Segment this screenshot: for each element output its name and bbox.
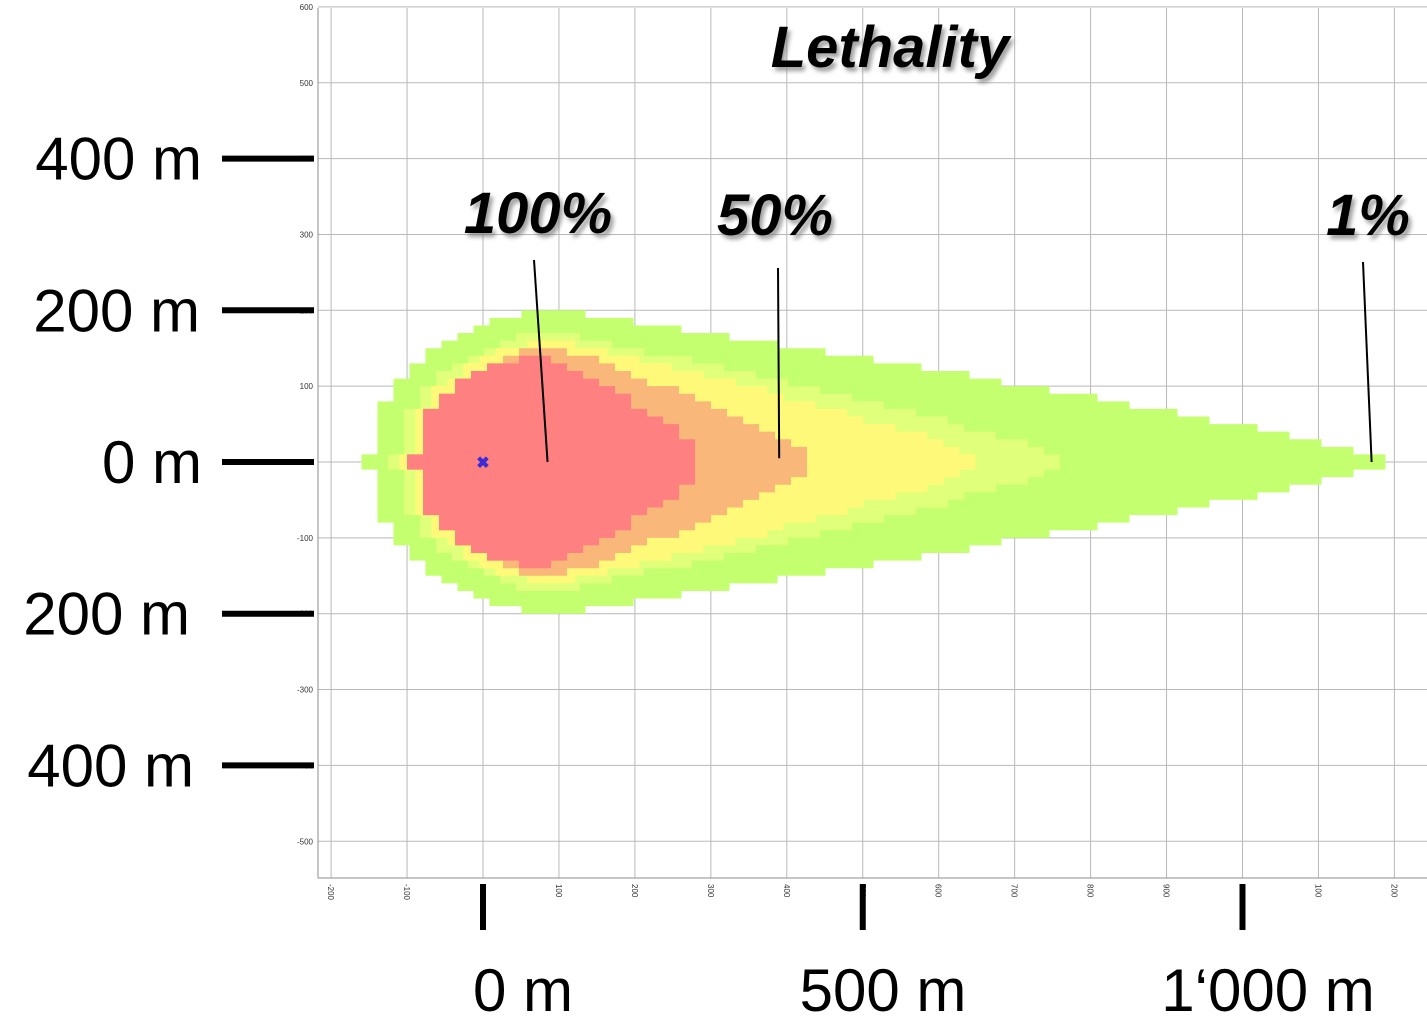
x-tick-label: 200 xyxy=(1389,884,1398,898)
axes xyxy=(317,8,1427,879)
x-scale-label: 0 m xyxy=(473,957,573,1018)
lethality-annotations: 100% 50% 1% xyxy=(464,181,1410,463)
y-tick-label: 100 xyxy=(300,382,314,391)
annotation-label: 100% xyxy=(464,181,612,246)
annotation-leader-line xyxy=(777,267,781,459)
y-tick-label: 500 xyxy=(300,79,314,88)
x-tick-label: 700 xyxy=(1010,884,1019,898)
y-scale-label: 200 m xyxy=(23,581,190,648)
y-scale-label: 200 m xyxy=(33,277,200,344)
y-tick-labels: 6005004003002001000-100-200-300-400-500 xyxy=(297,3,314,846)
y-scale-label: 0 m xyxy=(102,429,202,496)
x-scale-label: 500 m xyxy=(800,957,967,1018)
y-tick-label: -300 xyxy=(297,686,314,695)
x-tick-label: 100 xyxy=(554,884,563,898)
y-scale-label: 400 m xyxy=(35,126,202,193)
contour-100pct xyxy=(407,355,696,569)
x-tick-label: 900 xyxy=(1162,884,1171,898)
y-tick-label: -100 xyxy=(297,534,314,543)
x-tick-label: 400 xyxy=(782,884,791,898)
y-scale-label: 400 m xyxy=(27,732,194,799)
source-point-marker: ✖ xyxy=(476,455,489,472)
x-tick-label: -200 xyxy=(326,884,335,901)
x-tick-label: -100 xyxy=(402,884,411,901)
source-marker: ✖ xyxy=(476,455,489,472)
x-tick-label: 100 xyxy=(1313,884,1322,898)
x-tick-label: 300 xyxy=(706,884,715,898)
x-scale-label: 1‘000 m xyxy=(1161,957,1374,1018)
distance-scale-labels: 400 m 200 m 0 m 200 m 400 m 0 m 500 m 1‘000 m xyxy=(23,126,1375,1023)
chart-title: Lethality xyxy=(771,15,1012,80)
x-tick-label: 600 xyxy=(934,884,943,898)
annotation-label: 50% xyxy=(717,183,833,248)
annotation-leader-line xyxy=(533,259,549,463)
annotation-label: 1% xyxy=(1326,183,1410,248)
x-tick-label: 800 xyxy=(1086,884,1095,898)
annotation-leader-line xyxy=(1362,261,1373,463)
y-tick-label: -500 xyxy=(297,837,314,846)
y-tick-label: 600 xyxy=(300,3,314,12)
y-tick-label: 300 xyxy=(300,230,314,239)
x-tick-label: 200 xyxy=(630,884,639,898)
